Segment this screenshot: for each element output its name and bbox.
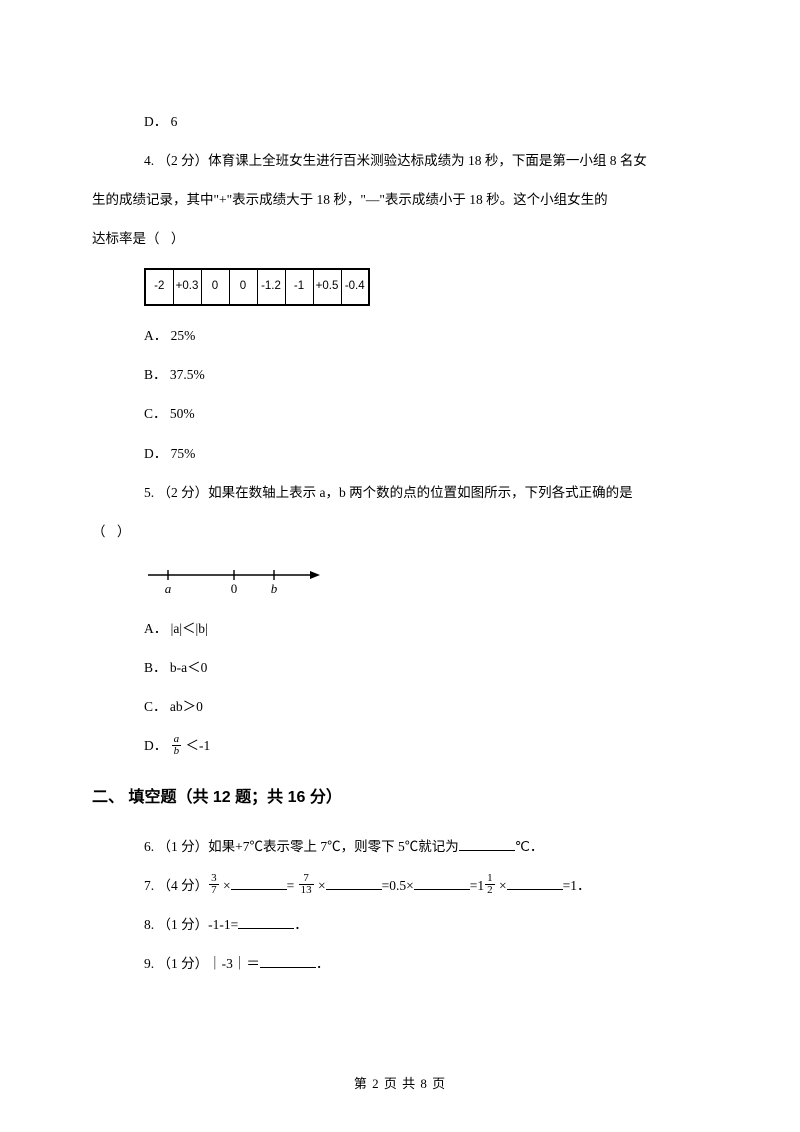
fraction-7-13: 713 bbox=[299, 873, 314, 896]
q9: 9. （1 分）｜‑3｜＝ ． bbox=[92, 946, 708, 981]
q5-intro-line1: 5. （2 分）如果在数轴上表示 a，b 两个数的点的位置如图所示，下列各式正确… bbox=[92, 475, 708, 510]
q4-intro-line3: 达标率是（ ） bbox=[92, 221, 708, 256]
fraction-3-7: 37 bbox=[209, 873, 219, 896]
q3-option-d: D． 6 bbox=[92, 104, 708, 139]
q8-text2: ． bbox=[294, 917, 308, 932]
svg-text:b: b bbox=[271, 581, 278, 596]
q4-data-table: -2 +0.3 0 0 -1.2 -1 +0.5 -0.4 bbox=[144, 268, 708, 306]
q6-text2: ℃． bbox=[515, 839, 544, 854]
q5-optd-suffix: ＜‑1 bbox=[182, 738, 210, 753]
q8-text1: 8. （1 分）‑1‑1= bbox=[144, 917, 238, 932]
q7-mul2: × bbox=[315, 878, 326, 893]
q4-intro: 4. （2 分）体育课上全班女生进行百米测验达标成绩为 18 秒，下面是第一小组… bbox=[92, 143, 708, 178]
page-footer: 第 2 页 共 8 页 bbox=[0, 1073, 800, 1092]
q5-option-c: C． ab＞0 bbox=[92, 689, 708, 724]
q7-mul1: × bbox=[220, 878, 231, 893]
svg-text:0: 0 bbox=[231, 581, 238, 596]
q5-option-d: D． ab ＜‑1 bbox=[92, 728, 708, 763]
blank-input[interactable] bbox=[507, 876, 563, 890]
blank-input[interactable] bbox=[459, 837, 515, 851]
blank-input[interactable] bbox=[238, 915, 294, 929]
blank-input[interactable] bbox=[414, 876, 470, 890]
table-cell: +0.3 bbox=[173, 269, 201, 305]
table-cell: 0 bbox=[229, 269, 257, 305]
table-cell: 0 bbox=[201, 269, 229, 305]
table-cell: -0.4 bbox=[341, 269, 369, 305]
q4-intro-line2: 生的成绩记录，其中"+"表示成绩大于 18 秒，"—"表示成绩小于 18 秒。这… bbox=[92, 182, 708, 217]
table-cell: -1.2 bbox=[257, 269, 285, 305]
q7-prefix: 7. （4 分） bbox=[144, 878, 208, 893]
q6: 6. （1 分）如果+7℃表示零上 7℃，则零下 5℃就记为 ℃． bbox=[92, 829, 708, 864]
q7-mul3: × bbox=[496, 878, 507, 893]
q5-intro-line2: （ ） bbox=[92, 514, 708, 549]
blank-input[interactable] bbox=[326, 876, 382, 890]
q4-option-d: D． 75% bbox=[92, 436, 708, 471]
q7-eq1: = bbox=[287, 878, 298, 893]
q7-mideq: =0.5× bbox=[382, 878, 414, 893]
section-2-heading: 二、 填空题（共 12 题；共 16 分） bbox=[92, 777, 708, 819]
table-cell: -1 bbox=[285, 269, 313, 305]
q9-text1: 9. （1 分）｜‑3｜＝ bbox=[144, 956, 260, 971]
q4-option-b: B． 37.5% bbox=[92, 357, 708, 392]
q8: 8. （1 分）‑1‑1= ． bbox=[92, 907, 708, 942]
q6-text1: 6. （1 分）如果+7℃表示零上 7℃，则零下 5℃就记为 bbox=[144, 839, 459, 854]
q4-intro-text: 4. （2 分）体育课上全班女生进行百米测验达标成绩为 18 秒，下面是第一小组… bbox=[144, 153, 647, 168]
q4-option-c: C． 50% bbox=[92, 396, 708, 431]
q5-option-a: A． |a|＜|b| bbox=[92, 611, 708, 646]
q5-option-b: B． b‑a＜0 bbox=[92, 650, 708, 685]
q7: 7. （4 分）37 × = 713 × =0.5× =112 × =1． bbox=[92, 868, 708, 903]
blank-input[interactable] bbox=[231, 876, 287, 890]
fraction-1-2: 12 bbox=[485, 873, 495, 896]
q4-option-a: A． 25% bbox=[92, 318, 708, 353]
blank-input[interactable] bbox=[260, 955, 316, 969]
fraction-a-over-b: ab bbox=[172, 734, 182, 757]
q7-end: =1． bbox=[563, 878, 591, 893]
table-cell: +0.5 bbox=[313, 269, 341, 305]
q5-number-line: a 0 b bbox=[144, 563, 708, 597]
q5-optd-prefix: D． bbox=[144, 738, 171, 753]
q9-text2: ． bbox=[316, 956, 330, 971]
svg-text:a: a bbox=[165, 581, 172, 596]
q7-onehalf: =1 bbox=[470, 878, 484, 893]
table-cell: -2 bbox=[145, 269, 173, 305]
